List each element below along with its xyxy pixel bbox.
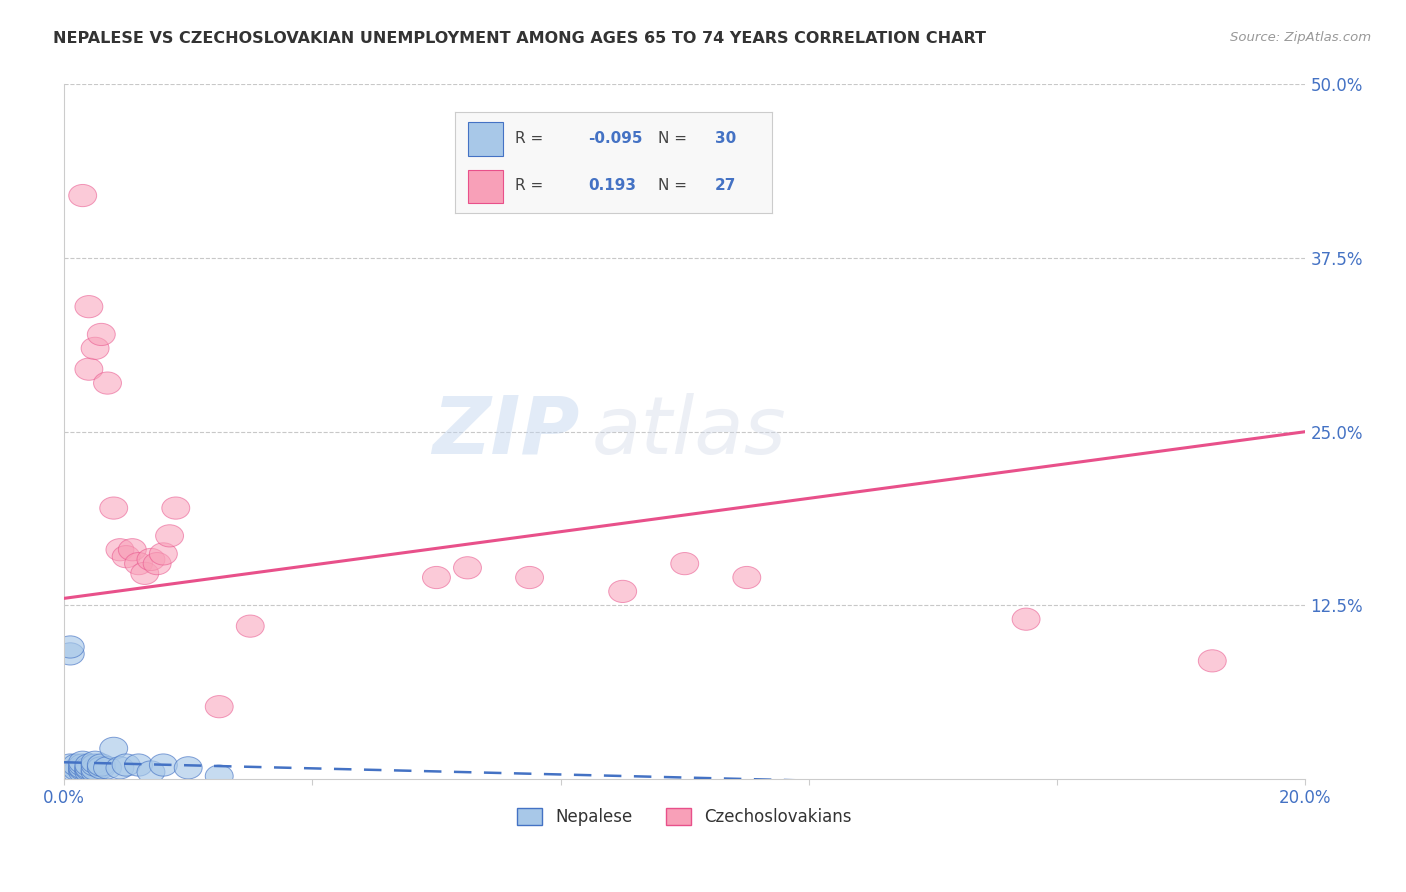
- Ellipse shape: [75, 754, 103, 776]
- Ellipse shape: [149, 543, 177, 565]
- Ellipse shape: [75, 758, 103, 780]
- Ellipse shape: [125, 754, 152, 776]
- Ellipse shape: [62, 758, 90, 780]
- Ellipse shape: [516, 566, 544, 589]
- Ellipse shape: [112, 754, 141, 776]
- Ellipse shape: [87, 756, 115, 779]
- Ellipse shape: [94, 372, 121, 394]
- Ellipse shape: [733, 566, 761, 589]
- Text: Source: ZipAtlas.com: Source: ZipAtlas.com: [1230, 31, 1371, 45]
- Ellipse shape: [75, 295, 103, 318]
- Ellipse shape: [112, 546, 141, 568]
- Ellipse shape: [94, 756, 121, 779]
- Ellipse shape: [422, 566, 450, 589]
- Ellipse shape: [62, 754, 90, 776]
- Ellipse shape: [56, 636, 84, 658]
- Ellipse shape: [62, 761, 90, 783]
- Ellipse shape: [69, 758, 97, 780]
- Ellipse shape: [118, 539, 146, 561]
- Ellipse shape: [671, 552, 699, 574]
- Ellipse shape: [156, 524, 184, 547]
- Legend: Nepalese, Czechoslovakians: Nepalese, Czechoslovakians: [510, 802, 859, 833]
- Text: ZIP: ZIP: [432, 392, 579, 471]
- Ellipse shape: [69, 754, 97, 776]
- Ellipse shape: [143, 552, 172, 574]
- Ellipse shape: [149, 754, 177, 776]
- Ellipse shape: [69, 756, 97, 779]
- Text: NEPALESE VS CZECHOSLOVAKIAN UNEMPLOYMENT AMONG AGES 65 TO 74 YEARS CORRELATION C: NEPALESE VS CZECHOSLOVAKIAN UNEMPLOYMENT…: [53, 31, 987, 46]
- Ellipse shape: [136, 761, 165, 783]
- Ellipse shape: [1198, 649, 1226, 672]
- Ellipse shape: [75, 358, 103, 380]
- Ellipse shape: [131, 562, 159, 584]
- Ellipse shape: [69, 761, 97, 783]
- Ellipse shape: [87, 323, 115, 345]
- Ellipse shape: [82, 758, 110, 780]
- Ellipse shape: [162, 497, 190, 519]
- Ellipse shape: [87, 754, 115, 776]
- Ellipse shape: [454, 557, 481, 579]
- Ellipse shape: [69, 751, 97, 773]
- Ellipse shape: [136, 549, 165, 571]
- Ellipse shape: [174, 756, 202, 779]
- Ellipse shape: [82, 754, 110, 776]
- Ellipse shape: [69, 185, 97, 207]
- Ellipse shape: [205, 765, 233, 788]
- Ellipse shape: [1012, 608, 1040, 631]
- Ellipse shape: [100, 738, 128, 759]
- Ellipse shape: [82, 751, 110, 773]
- Ellipse shape: [609, 581, 637, 602]
- Ellipse shape: [205, 696, 233, 718]
- Ellipse shape: [75, 756, 103, 779]
- Ellipse shape: [75, 761, 103, 783]
- Ellipse shape: [105, 539, 134, 561]
- Ellipse shape: [56, 754, 84, 776]
- Ellipse shape: [236, 615, 264, 637]
- Ellipse shape: [125, 552, 152, 574]
- Ellipse shape: [82, 337, 110, 359]
- Text: atlas: atlas: [592, 392, 786, 471]
- Ellipse shape: [82, 761, 110, 783]
- Ellipse shape: [100, 497, 128, 519]
- Ellipse shape: [56, 643, 84, 665]
- Ellipse shape: [105, 756, 134, 779]
